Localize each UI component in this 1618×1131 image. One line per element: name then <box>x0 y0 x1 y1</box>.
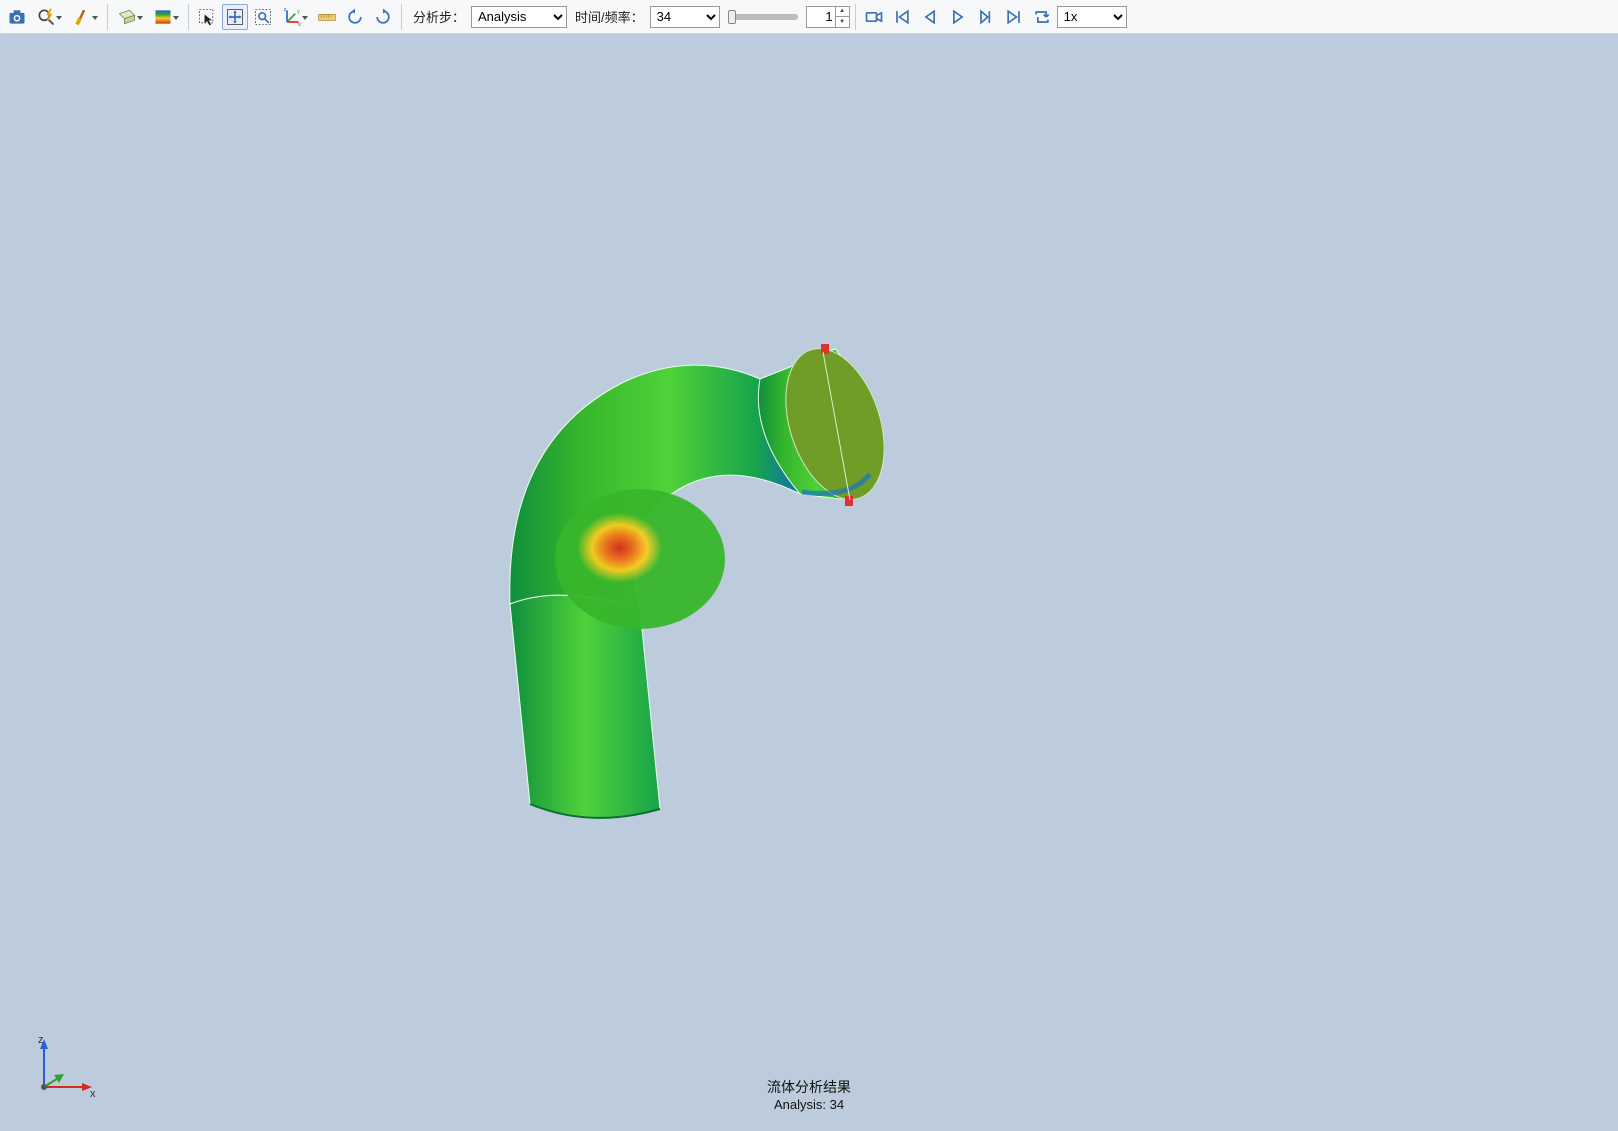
toolbar-separator <box>855 4 856 30</box>
plane-cut-icon <box>117 7 137 27</box>
main-toolbar: z y x 分析步： Analysis 时间/频率： 34 ▲ ▼ <box>0 0 1618 34</box>
rotate-ccw-button[interactable] <box>342 4 368 30</box>
skip-first-button[interactable] <box>889 4 915 30</box>
skip-last-icon <box>1004 7 1024 27</box>
playback-speed-select[interactable]: 1x <box>1057 6 1127 28</box>
frame-spin-input[interactable] <box>807 9 835 24</box>
brush-icon <box>72 7 92 27</box>
viewport-3d[interactable]: x z 流体分析结果 Analysis: 34 <box>0 34 1618 1131</box>
camera-snapshot-button[interactable] <box>4 4 30 30</box>
skip-last-button[interactable] <box>1001 4 1027 30</box>
svg-text:y: y <box>297 8 300 14</box>
analysis-step-select[interactable]: Analysis <box>471 6 567 28</box>
camcorder-icon <box>864 7 884 27</box>
frame-spin-down[interactable]: ▼ <box>835 17 849 27</box>
frame-slider-thumb[interactable] <box>728 10 736 24</box>
toolbar-separator <box>107 4 108 30</box>
contour-icon <box>153 7 173 27</box>
frame-slider[interactable] <box>728 14 798 20</box>
triad-z-label: z <box>38 1034 44 1046</box>
axis-triad: x z <box>30 1031 100 1101</box>
skip-first-icon <box>892 7 912 27</box>
loop-button[interactable] <box>1029 4 1055 30</box>
pan-button[interactable] <box>222 4 248 30</box>
loop-icon <box>1032 7 1052 27</box>
step-forward-icon <box>976 7 996 27</box>
footer-title: 流体分析结果 <box>767 1079 851 1097</box>
time-freq-label: 时间/频率： <box>575 7 644 26</box>
dashed-select-arrow-icon <box>197 7 217 27</box>
toolbar-separator <box>401 4 402 30</box>
svg-text:x: x <box>298 22 301 27</box>
frame-spin-up[interactable]: ▲ <box>835 7 849 17</box>
magnifier-bolt-icon <box>36 7 56 27</box>
analysis-step-label: 分析步： <box>413 7 465 26</box>
frame-spin[interactable]: ▲ ▼ <box>806 6 850 28</box>
step-forward-button[interactable] <box>973 4 999 30</box>
rotate-cw-button[interactable] <box>370 4 396 30</box>
time-freq-select[interactable]: 34 <box>650 6 720 28</box>
brush-button[interactable] <box>68 4 102 30</box>
zoom-quick-button[interactable] <box>32 4 66 30</box>
zoom-region-button[interactable] <box>250 4 276 30</box>
dashed-zoom-icon <box>253 7 273 27</box>
pan-arrows-icon <box>225 7 245 27</box>
xyz-axes-icon: z y x <box>282 7 302 27</box>
svg-text:z: z <box>284 7 287 13</box>
camera-icon <box>7 7 27 27</box>
record-button[interactable] <box>861 4 887 30</box>
contour-style-button[interactable] <box>149 4 183 30</box>
section-plane-button[interactable] <box>113 4 147 30</box>
rotate-cw-icon <box>373 7 393 27</box>
step-back-button[interactable] <box>917 4 943 30</box>
select-arrow-button[interactable] <box>194 4 220 30</box>
toolbar-separator <box>188 4 189 30</box>
viewport-footer-label: 流体分析结果 Analysis: 34 <box>767 1079 851 1113</box>
ruler-icon <box>317 7 337 27</box>
footer-subtitle: Analysis: 34 <box>767 1097 851 1113</box>
step-back-icon <box>920 7 940 27</box>
result-model <box>490 324 910 844</box>
axis-orientation-button[interactable]: z y x <box>278 4 312 30</box>
rotate-ccw-icon <box>345 7 365 27</box>
play-icon <box>948 7 968 27</box>
measure-button[interactable] <box>314 4 340 30</box>
play-button[interactable] <box>945 4 971 30</box>
triad-x-label: x <box>90 1088 96 1100</box>
